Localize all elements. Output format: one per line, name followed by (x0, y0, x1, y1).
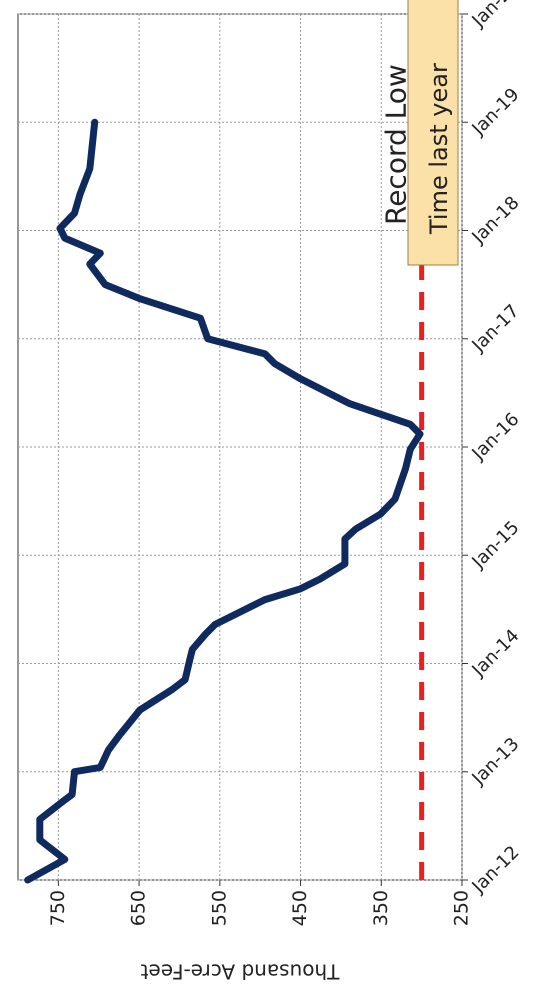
y-axis-title: Thousand Acre-Feet (140, 960, 340, 984)
x-tick-label: Jan-12 (468, 842, 524, 898)
y-tick-label: 650 (128, 890, 150, 926)
rotated-chart: Thousand Acre-Feet 250 350 450 550 650 750 Jan… (17, 0, 524, 984)
x-tick-label: Jan-17 (468, 301, 524, 357)
water-level-line (24, 118, 424, 884)
x-tick-label: Jan-18 (468, 192, 524, 248)
y-tick-label: 350 (370, 890, 392, 926)
x-tick-label: Jan-16 (468, 409, 524, 465)
x-tick-label: Jan-20 (468, 0, 524, 32)
y-tick-label: 250 (451, 890, 473, 926)
callout-box (407, 0, 459, 266)
x-tick-label: Jan-19 (468, 84, 524, 140)
y-tick-label: 450 (289, 890, 311, 926)
record-low-label: Record Low (380, 64, 413, 225)
y-tick-label: 550 (208, 890, 230, 926)
x-tick-label: Jan-14 (468, 625, 524, 681)
x-tick-label: Jan-13 (468, 734, 524, 790)
callout-text: Time last year (425, 63, 453, 235)
y-tick-label: 750 (47, 890, 69, 926)
x-tick-label: Jan-15 (468, 517, 524, 573)
